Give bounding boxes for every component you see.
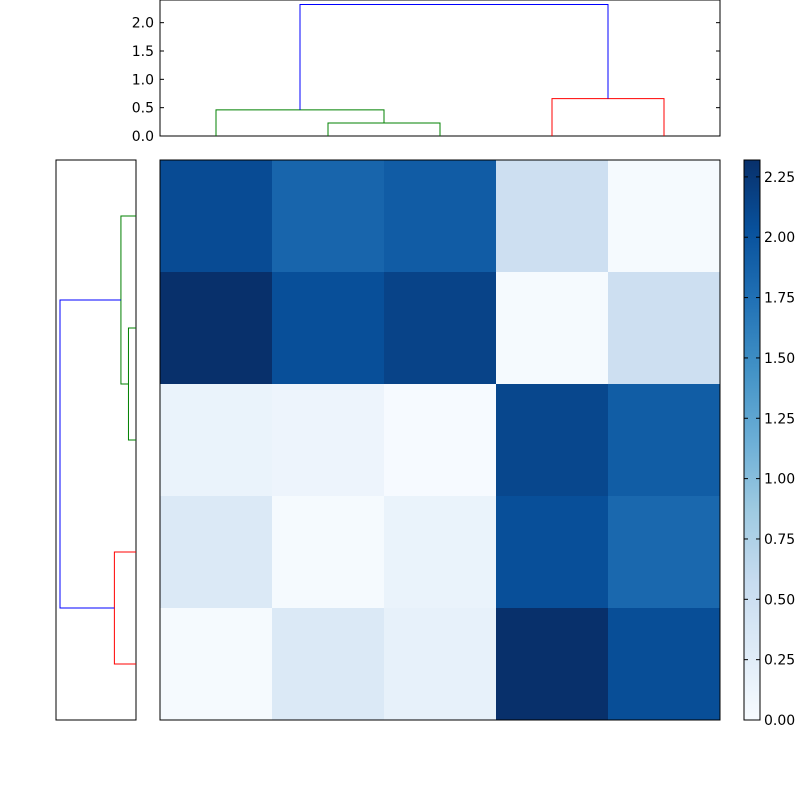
heatmap-cell: [160, 272, 273, 385]
heatmap-cell: [384, 608, 497, 721]
left-dendrogram-link-1: [127, 327, 136, 441]
colorbar-tick-label: 0.25: [764, 653, 795, 669]
top-dendrogram: 0.0 0.5 1.0 1.5 2.0: [132, 0, 721, 145]
top-dendrogram-link-0: [327, 122, 441, 136]
left-dendrogram-frame: [55, 159, 137, 721]
colorbar-tick-label: 1.00: [764, 472, 795, 488]
heatmap-cell: [160, 496, 273, 609]
colorbar-tick-label: 0.50: [764, 592, 795, 608]
top-dendrogram-frame: [159, 0, 721, 137]
colorbar-gradient: [743, 159, 761, 721]
heatmap-cell: [160, 160, 273, 273]
colorbar-tick-label: 0.75: [764, 532, 795, 548]
colorbar-tick-label: 1.25: [764, 411, 795, 427]
top-dendrogram-link-2: [551, 98, 665, 136]
colorbar-tick-label: 2.00: [764, 230, 795, 246]
heatmap-cell: [608, 160, 721, 273]
heatmap-cell: [384, 496, 497, 609]
heatmap-cell: [496, 496, 609, 609]
heatmap-frame: [159, 159, 721, 721]
heatmap-cell: [272, 608, 385, 721]
heatmap-cell: [496, 272, 609, 385]
colorbar: 0.00 0.25 0.50 0.75 1.00 1.25 1.50 1.75 2.00 2.25: [743, 159, 795, 729]
heatmap-cell: [608, 496, 721, 609]
heatmap-cell: [496, 608, 609, 721]
top-dendrogram-link-3: [299, 4, 609, 110]
heatmap-cell: [496, 160, 609, 273]
top-dendrogram-ytick-label: 2.0: [132, 16, 154, 32]
heatmap-cell: [608, 608, 721, 721]
heatmap-cell: [272, 160, 385, 273]
colorbar-tick-label: 1.50: [764, 351, 795, 367]
heatmap-cell: [608, 384, 721, 497]
heatmap-cell: [384, 160, 497, 273]
heatmap-cell: [608, 272, 721, 385]
colorbar-tick-label: 1.75: [764, 291, 795, 307]
heatmap: [159, 159, 721, 721]
left-dendrogram-link-3: [59, 299, 121, 609]
heatmap-cell: [384, 272, 497, 385]
heatmap-cell: [272, 272, 385, 385]
heatmap-cell: [272, 384, 385, 497]
heatmap-cell: [160, 608, 273, 721]
heatmap-cell: [384, 384, 497, 497]
top-dendrogram-ytick-label: 0.5: [132, 101, 154, 117]
colorbar-tick-label: 2.25: [764, 170, 795, 186]
colorbar-tick-label: 0.00: [764, 713, 795, 729]
heatmap-cell: [496, 384, 609, 497]
heatmap-cell: [272, 496, 385, 609]
top-dendrogram-ytick-label: 1.5: [132, 44, 154, 60]
heatmap-cell: [160, 384, 273, 497]
top-dendrogram-ytick-label: 1.0: [132, 72, 154, 88]
top-dendrogram-ytick-label: 0.0: [132, 129, 154, 145]
left-dendrogram-link-0: [113, 551, 136, 665]
left-dendrogram: [55, 159, 137, 721]
